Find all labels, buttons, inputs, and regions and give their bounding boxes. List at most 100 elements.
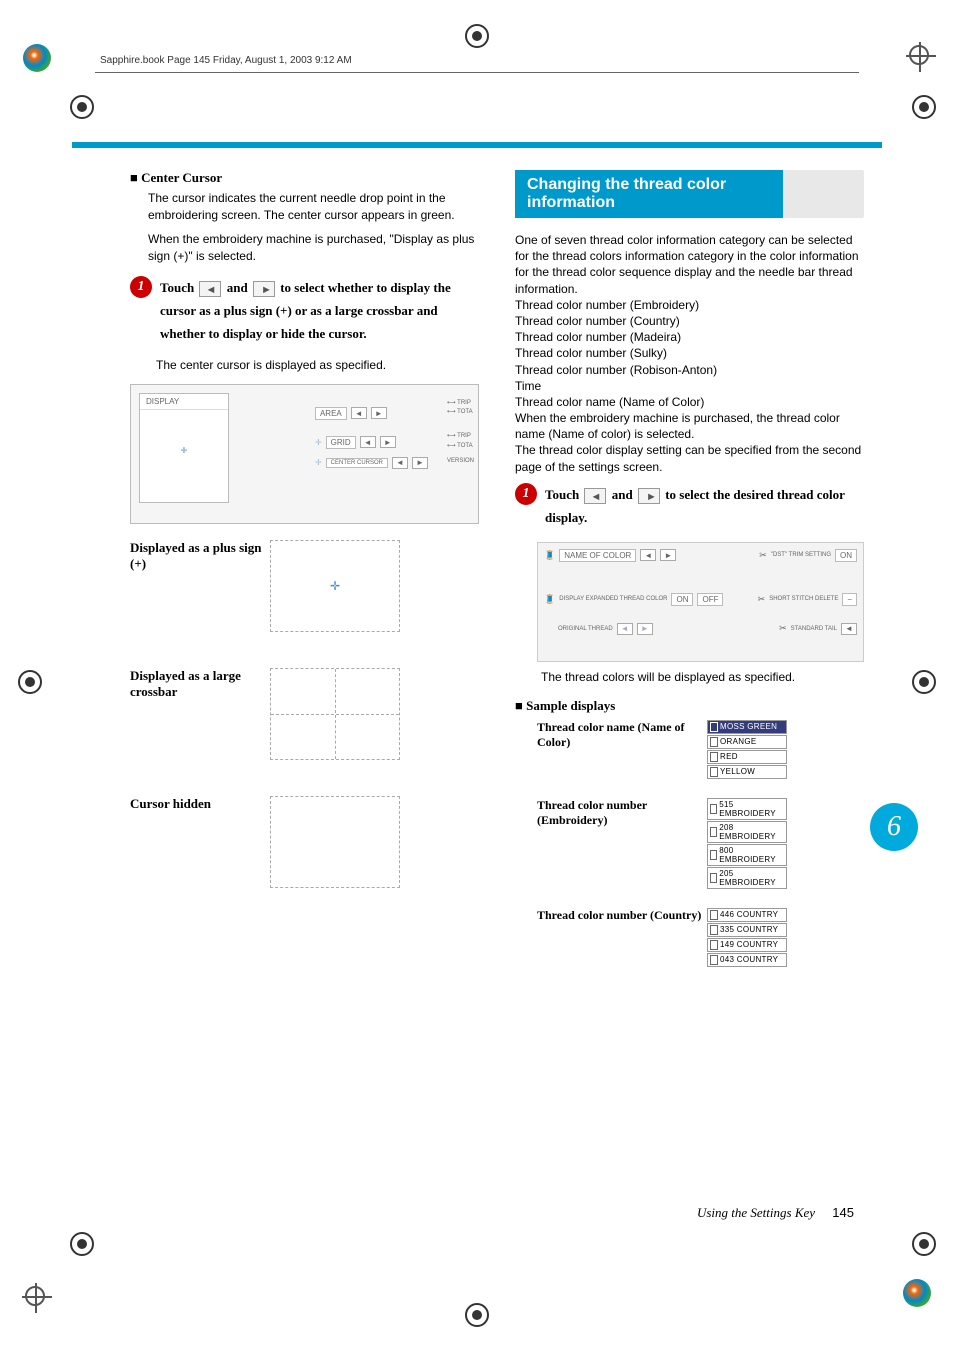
reg-right-top bbox=[912, 95, 936, 119]
left-step-result: The center cursor is displayed as specif… bbox=[156, 358, 479, 372]
orig-right-btn[interactable]: ► bbox=[637, 623, 653, 635]
sample-embroidery: Thread color number (Embroidery) 515 EMB… bbox=[537, 798, 864, 890]
s3-i4: 043 COUNTRY bbox=[707, 953, 787, 967]
r-l7: Thread color name (Name of Color) bbox=[515, 394, 864, 410]
reg-left-top bbox=[70, 95, 94, 119]
tail-left-btn[interactable]: ◄ bbox=[841, 623, 857, 635]
orig-thread-label: ORIGINAL THREAD bbox=[558, 626, 613, 632]
section-title-text: Changing the thread color information bbox=[515, 170, 783, 218]
reg-left-mid bbox=[18, 670, 42, 694]
chapter-tab: 6 bbox=[870, 803, 918, 851]
s2-label: Thread color number (Embroidery) bbox=[537, 798, 707, 890]
step-number-1: 1 bbox=[130, 276, 152, 298]
hidden-preview bbox=[270, 796, 400, 888]
s2-i2: 208 EMBROIDERY bbox=[707, 821, 787, 843]
dst-label: "DST" TRIM SETTING bbox=[771, 552, 831, 558]
crop-tr bbox=[909, 45, 929, 65]
crossbar-preview bbox=[270, 668, 400, 760]
ui-tota-1: ⟷ TOTA bbox=[447, 408, 474, 418]
nameofcolor-label: NAME OF COLOR bbox=[559, 549, 636, 562]
display-plus-row: Displayed as a plus sign (+) ✛ bbox=[130, 540, 479, 632]
right-step-1-text: Touch and to select the desired thread c… bbox=[545, 483, 864, 530]
right-step-1: 1 Touch and to select the desired thread… bbox=[515, 483, 864, 530]
plus-glyph-icon: ✛ bbox=[330, 579, 340, 593]
threadcolor-settings-screenshot: 🧵 NAME OF COLOR ◄ ► 🧵 DISPLAY EXPANDED T… bbox=[537, 542, 864, 662]
left-step-1-text: Touch and to select whether to display t… bbox=[160, 276, 479, 346]
grid-left-btn[interactable]: ◄ bbox=[360, 436, 376, 448]
plus-label: Displayed as a plus sign (+) bbox=[130, 540, 270, 572]
display-hidden-row: Cursor hidden bbox=[130, 796, 479, 888]
footer: Using the Settings Key 145 bbox=[697, 1205, 854, 1221]
r-l1: Thread color number (Embroidery) bbox=[515, 297, 864, 313]
r-l3: Thread color number (Madeira) bbox=[515, 329, 864, 345]
plus-preview: ✛ bbox=[270, 540, 400, 632]
area-left-btn[interactable]: ◄ bbox=[351, 407, 367, 419]
content-area: Center Cursor The cursor indicates the c… bbox=[130, 170, 864, 986]
cursor-desc-2: When the embroidery machine is purchased… bbox=[148, 231, 479, 266]
s3-list: 446 COUNTRY 335 COUNTRY 149 COUNTRY 043 … bbox=[707, 908, 787, 968]
s1-i1: MOSS GREEN bbox=[707, 720, 787, 734]
dst-on-btn[interactable]: ON bbox=[835, 549, 857, 562]
s1-label: Thread color name (Name of Color) bbox=[537, 720, 707, 780]
blue-bar bbox=[72, 142, 882, 148]
ui-version: VERSION bbox=[447, 457, 474, 467]
ui-trip-2: ⟷ TRIP bbox=[447, 432, 474, 442]
ui-grid-label: GRID bbox=[326, 436, 356, 449]
s3-i1: 446 COUNTRY bbox=[707, 908, 787, 922]
arrow-left-icon[interactable] bbox=[199, 281, 221, 297]
tail-label: STANDARD TAIL bbox=[791, 626, 837, 632]
r-l4: Thread color number (Sulky) bbox=[515, 345, 864, 361]
center-cursor-heading: Center Cursor bbox=[130, 170, 479, 186]
disp-exp-label: DISPLAY EXPANDED THREAD COLOR bbox=[559, 596, 667, 602]
print-mark-tl bbox=[23, 44, 51, 72]
grid-right-btn[interactable]: ► bbox=[380, 436, 396, 448]
s1-i3: RED bbox=[707, 750, 787, 764]
s3-i2: 335 COUNTRY bbox=[707, 923, 787, 937]
header-rule bbox=[95, 72, 859, 73]
s1-i2: ORANGE bbox=[707, 735, 787, 749]
right-p2: When the embroidery machine is purchased… bbox=[515, 410, 864, 442]
header-meta: Sapphire.book Page 145 Friday, August 1,… bbox=[100, 55, 352, 66]
print-mark-br bbox=[903, 1279, 931, 1307]
sample-displays-heading: Sample displays bbox=[515, 698, 864, 714]
s2-i3: 800 EMBROIDERY bbox=[707, 844, 787, 866]
ui-area-label: AREA bbox=[315, 407, 347, 420]
r-l5: Thread color number (Robison-Anton) bbox=[515, 362, 864, 378]
t1a: Touch bbox=[160, 280, 197, 295]
arrow-left-icon-r[interactable] bbox=[584, 488, 606, 504]
right-p1: One of seven thread color information ca… bbox=[515, 232, 864, 297]
crop-bl bbox=[25, 1286, 45, 1306]
right-step-result: The thread colors will be displayed as s… bbox=[541, 670, 864, 684]
step-number-1-r: 1 bbox=[515, 483, 537, 505]
footer-section: Using the Settings Key bbox=[697, 1205, 815, 1220]
sample-name: Thread color name (Name of Color) MOSS G… bbox=[537, 720, 864, 780]
section-title: Changing the thread color information bbox=[515, 170, 864, 218]
arrow-right-icon[interactable] bbox=[253, 281, 275, 297]
cursor-right-btn[interactable]: ► bbox=[412, 457, 428, 469]
s1-i4: YELLOW bbox=[707, 765, 787, 779]
cursor-desc-1: The cursor indicates the current needle … bbox=[148, 190, 479, 225]
noc-right-btn[interactable]: ► bbox=[660, 549, 676, 561]
ui-display-label: DISPLAY bbox=[140, 394, 228, 410]
cursor-settings-screenshot: DISPLAY ✛ AREA◄► ✛GRID◄► ✛CENTER CURSOR◄… bbox=[130, 384, 479, 524]
shortstitch-label: SHORT STITCH DELETE bbox=[769, 596, 838, 602]
s2-i4: 205 EMBROIDERY bbox=[707, 867, 787, 889]
crossbar-label: Displayed as a large crossbar bbox=[130, 668, 270, 700]
arrow-right-icon-r[interactable] bbox=[638, 488, 660, 504]
s1-list: MOSS GREEN ORANGE RED YELLOW bbox=[707, 720, 787, 780]
crossbar-v-line bbox=[335, 669, 336, 759]
s3-label: Thread color number (Country) bbox=[537, 908, 707, 968]
r-l6: Time bbox=[515, 378, 864, 394]
on-btn[interactable]: ON bbox=[671, 593, 693, 606]
s2-list: 515 EMBROIDERY 208 EMBROIDERY 800 EMBROI… bbox=[707, 798, 787, 890]
area-right-btn[interactable]: ► bbox=[371, 407, 387, 419]
left-column: Center Cursor The cursor indicates the c… bbox=[130, 170, 479, 986]
cursor-left-btn[interactable]: ◄ bbox=[392, 457, 408, 469]
noc-left-btn[interactable]: ◄ bbox=[640, 549, 656, 561]
short-minus-btn[interactable]: − bbox=[842, 593, 857, 606]
off-btn[interactable]: OFF bbox=[697, 593, 723, 606]
orig-left-btn[interactable]: ◄ bbox=[617, 623, 633, 635]
reg-right-bot bbox=[912, 1232, 936, 1256]
left-step-1: 1 Touch and to select whether to display… bbox=[130, 276, 479, 346]
sample-country: Thread color number (Country) 446 COUNTR… bbox=[537, 908, 864, 968]
